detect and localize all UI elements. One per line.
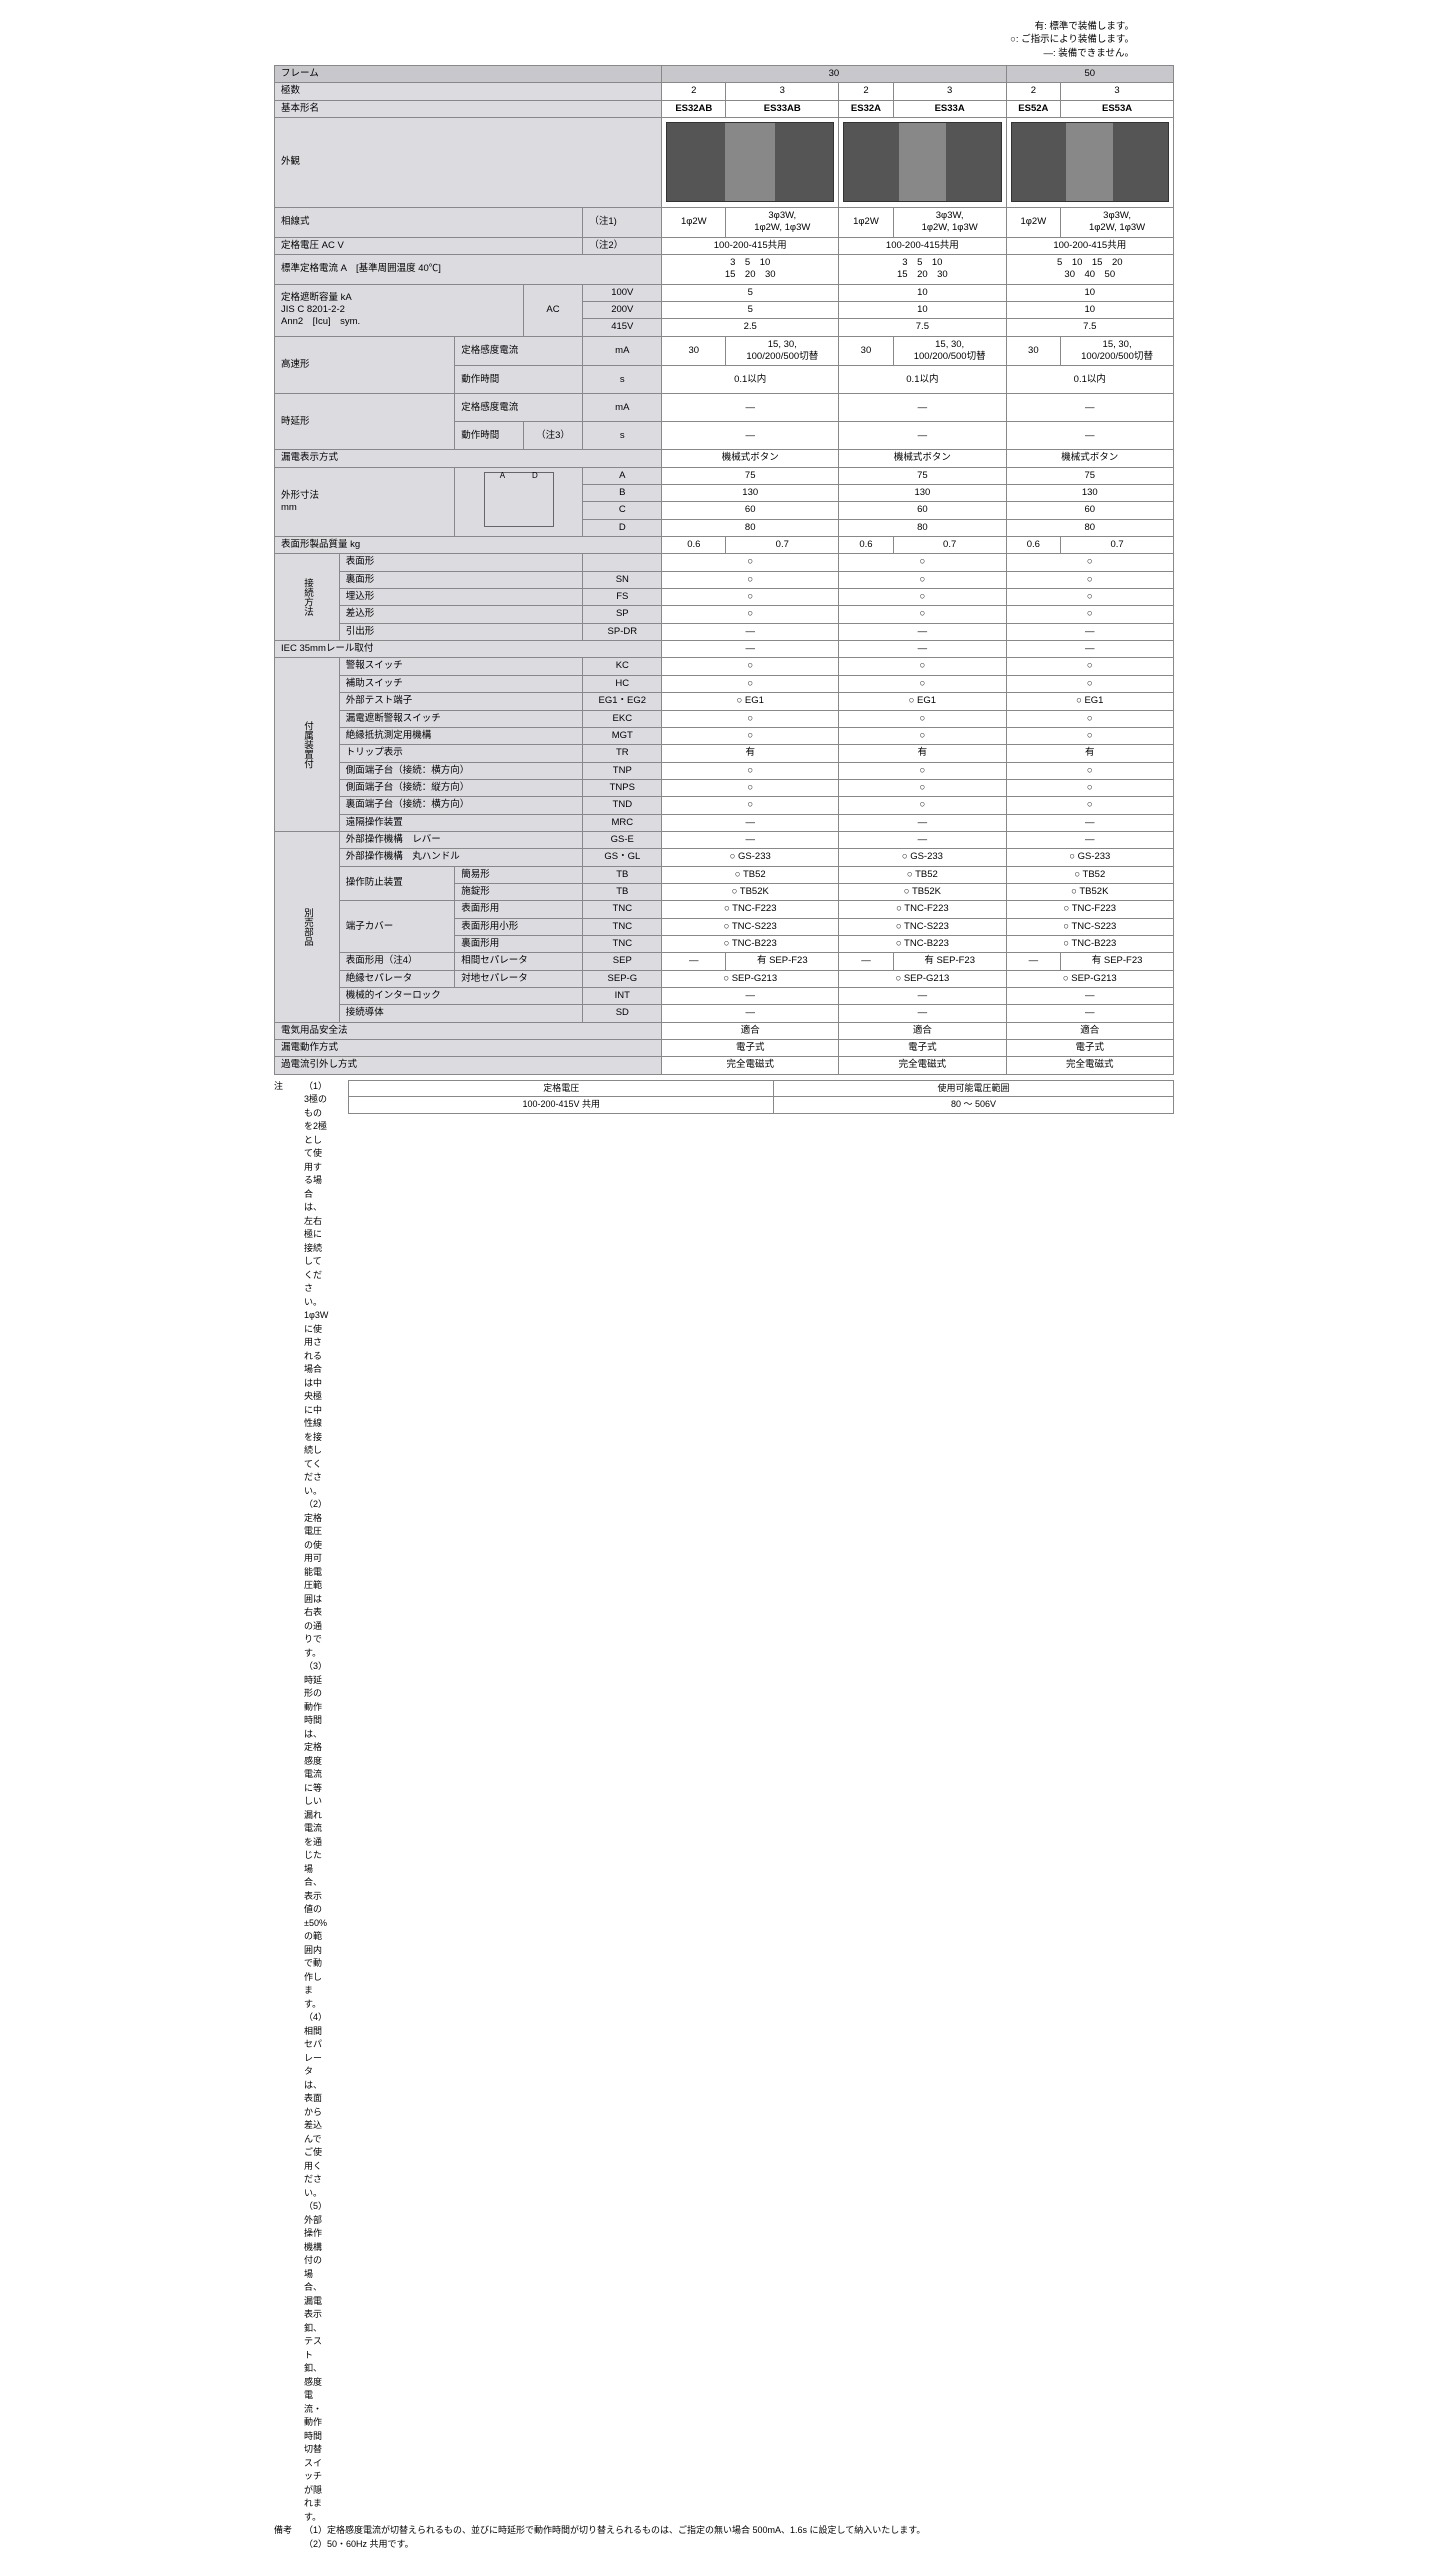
model-label: 基本形名 [275,100,662,117]
dimension-diagram [484,472,554,527]
product-image [843,122,1001,202]
product-image [1011,122,1169,202]
legend: 有: 標準で装備します。 ○: ご指示により装備します。 ―: 装備できません。 [274,20,1174,60]
legend-line: 有: 標準で装備します。 [274,20,1134,33]
legend-line: ―: 装備できません。 [274,47,1134,60]
appearance-label: 外観 [275,117,662,207]
voltage-range-table: 定格電圧使用可能電圧範囲 100-200-415V 共用80 ～ 506V [348,1080,1174,1114]
frame-label: フレーム [275,65,662,82]
frame-50: 50 [1006,65,1173,82]
spec-table: フレーム 30 50 極数 2 3 2 3 2 3 基本形名 ES32AB ES… [274,65,1174,1075]
poles-label: 極数 [275,83,662,100]
frame-30: 30 [662,65,1006,82]
product-image [666,122,834,202]
legend-line: ○: ご指示により装備します。 [274,33,1134,46]
notes-section: 注（1）3極のものを2極として使用する場合は、左右極に接続してください。1φ3W… [274,1080,1174,2552]
